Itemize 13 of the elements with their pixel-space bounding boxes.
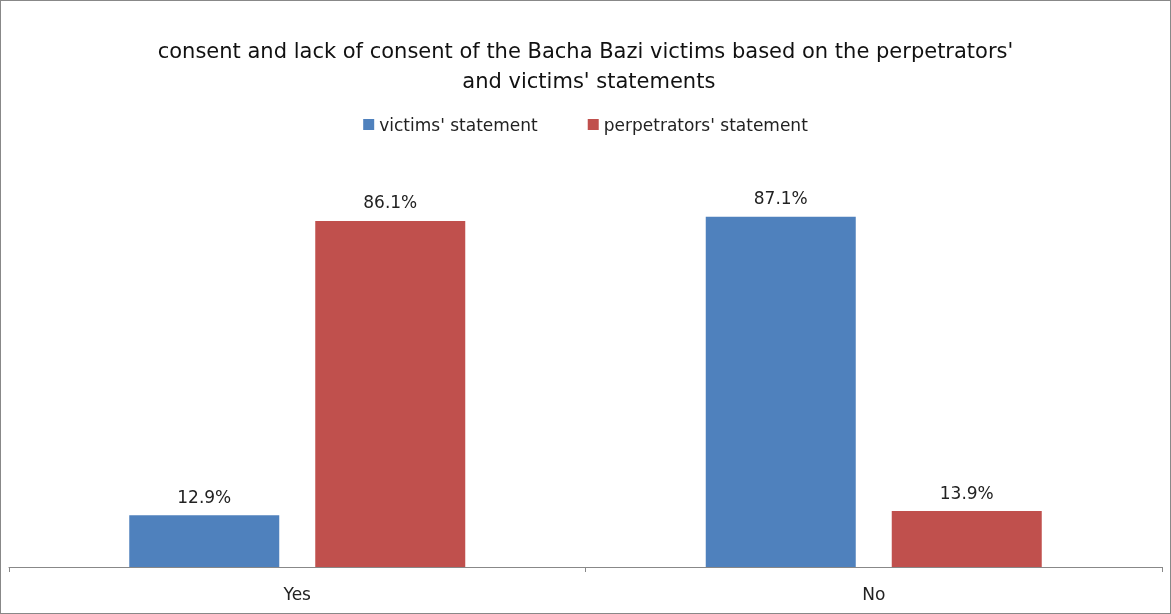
- chart-title: consent and lack of consent of the Bacha Bazi victims based on the perpetrators' and victims' statements: [157, 39, 1014, 93]
- legend-label: perpetrators' statement: [603, 114, 809, 135]
- x-tick-label: Yes: [282, 583, 312, 604]
- data-label: 12.9%: [177, 486, 232, 507]
- data-label: 13.9%: [939, 482, 994, 503]
- data-label: 87.1%: [753, 188, 808, 209]
- bar: [705, 216, 856, 567]
- bar: [891, 511, 1042, 567]
- data-label: 86.1%: [363, 192, 418, 213]
- legend-label: victims' statement: [379, 114, 539, 135]
- bar: [315, 220, 466, 567]
- bar: [129, 515, 280, 567]
- x-tick-label: No: [862, 583, 886, 604]
